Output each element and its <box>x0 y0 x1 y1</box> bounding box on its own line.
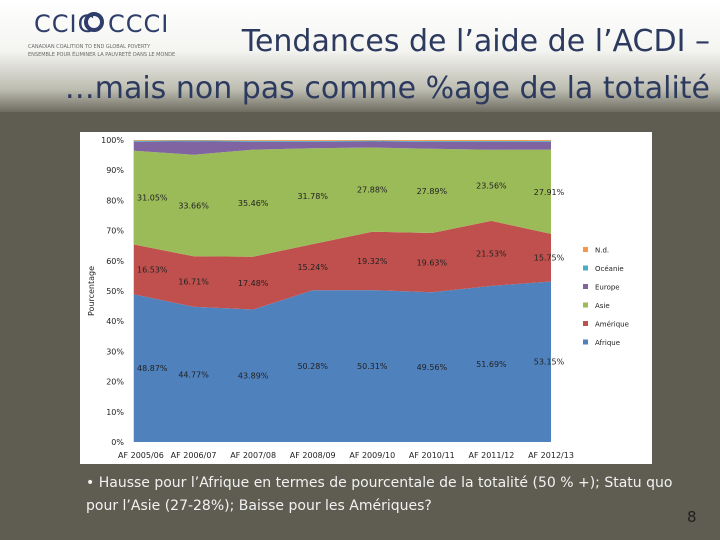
stacked-area-chart: 0% 10% 20% 30% 40% 50% 60% 70% 80% 90% 100% Pourcen… <box>87 136 629 460</box>
area-asie <box>134 147 551 257</box>
y-tick-label: 10% <box>106 408 124 417</box>
area-am-rique <box>134 220 551 310</box>
y-tick-label: 90% <box>106 166 124 175</box>
legend-swatch <box>583 247 588 252</box>
data-label: 44.77% <box>178 370 209 379</box>
data-label: 19.32% <box>357 257 388 266</box>
area-oc-anie <box>134 140 551 142</box>
data-label: 15.75% <box>534 254 565 263</box>
slide-title-line-1: Tendances de l’aide de l’ACDI – <box>241 24 710 59</box>
legend-swatch <box>583 284 588 289</box>
y-axis-title: Pourcentage <box>87 266 96 316</box>
logo-tagline-en: CANADIAN COALITION TO END GLOBAL POVERTY <box>28 44 151 50</box>
data-label: 31.05% <box>137 194 168 203</box>
data-label: 15.24% <box>297 263 328 272</box>
y-tick-label: 100% <box>101 136 124 145</box>
bullet-icon: • <box>86 475 95 491</box>
x-tick-label: AF 2006/07 <box>171 451 217 460</box>
ccic-logo: CCIC CCCI CANADIAN COALITION TO END GLOB… <box>10 8 175 66</box>
y-tick-label: 70% <box>106 227 124 236</box>
data-label: 17.48% <box>238 279 269 288</box>
y-tick-label: 60% <box>106 257 124 266</box>
area-n-d- <box>134 140 551 141</box>
legend-label: N.d. <box>595 247 609 255</box>
y-tick-label: 30% <box>106 347 124 356</box>
data-label: 49.56% <box>417 363 448 372</box>
x-tick-label: AF 2005/06 <box>118 451 164 460</box>
area-europe <box>134 141 551 155</box>
data-label: 21.53% <box>476 249 507 258</box>
data-label: 27.91% <box>534 188 565 197</box>
legend-label: Océanie <box>595 265 624 273</box>
data-label: 27.89% <box>417 187 448 196</box>
x-tick-label: AF 2007/08 <box>230 451 276 460</box>
legend-label: Afrique <box>595 339 620 347</box>
x-tick-label: AF 2008/09 <box>290 451 336 460</box>
data-label: 50.28% <box>297 362 328 371</box>
slide-number: 8 <box>687 508 697 526</box>
data-label: 33.66% <box>178 202 209 211</box>
y-tick-label: 0% <box>111 438 124 447</box>
data-label: 43.89% <box>238 372 269 381</box>
data-label: 48.87% <box>137 364 168 373</box>
logo-text-right: CCCI <box>108 10 170 38</box>
slide-title-line-2: …mais non pas comme %age de la totalité <box>64 71 710 106</box>
legend-swatch <box>583 321 588 326</box>
data-label: 31.78% <box>297 192 328 201</box>
data-label: 16.53% <box>137 265 168 274</box>
data-label: 51.69% <box>476 360 507 369</box>
data-label: 19.63% <box>417 259 448 268</box>
logo-tagline-fr: ENSEMBLE POUR ÉLIMINER LA PAUVRETÉ DANS … <box>28 52 176 58</box>
data-label: 16.71% <box>178 278 209 287</box>
y-tick-label: 50% <box>106 287 124 296</box>
data-label: 50.31% <box>357 362 388 371</box>
legend-swatch <box>583 265 588 271</box>
legend-swatch <box>583 302 588 308</box>
header-band <box>0 0 720 112</box>
y-tick-label: 20% <box>106 378 124 387</box>
data-label: 27.88% <box>357 186 388 195</box>
legend-label: Europe <box>595 284 620 292</box>
x-tick-label: AF 2011/12 <box>468 451 514 460</box>
data-label: 35.46% <box>238 199 269 208</box>
caption-text: Hausse pour l’Afrique en termes de pourc… <box>86 475 673 514</box>
legend-swatch <box>583 339 588 345</box>
x-tick-label: AF 2010/11 <box>409 451 455 460</box>
caption: • Hausse pour l’Afrique en termes de pou… <box>86 472 686 518</box>
logo-mark-icon <box>84 12 104 32</box>
legend-label: Amérique <box>595 321 629 329</box>
y-tick-label: 80% <box>106 196 124 205</box>
area-afrique <box>134 281 551 442</box>
data-label: 53.15% <box>534 358 565 367</box>
legend-label: Asie <box>595 302 610 310</box>
data-label: 23.56% <box>476 181 507 190</box>
x-tick-label: AF 2012/13 <box>528 451 574 460</box>
y-tick-label: 40% <box>106 317 124 326</box>
x-tick-label: AF 2009/10 <box>349 451 395 460</box>
